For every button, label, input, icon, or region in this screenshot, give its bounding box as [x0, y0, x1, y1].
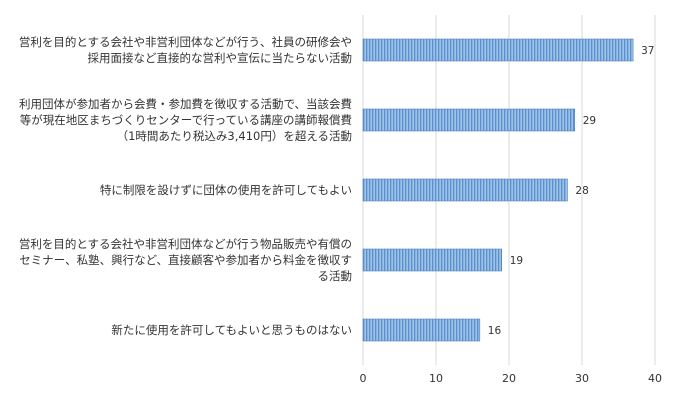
x-tick-label: 30 [575, 372, 589, 385]
category-label-line: 特に制限を設けずに団体の使用を許可してもよい [99, 183, 352, 197]
x-axis-ticks: 0 10 20 30 40 [360, 372, 663, 385]
category-label-line: る活動 [317, 269, 353, 283]
category-label-line: 利用団体が参加者から会費・参加費を徴収する活動で、当該会費 [18, 97, 352, 111]
category-label-line: （1時間あたり税込み3,410円）を超える活動 [116, 129, 352, 143]
data-label: 16 [488, 325, 502, 337]
category-label: 営利を目的とする会社や非営利団体などが行う、社員の研修会や採用面接など直接的な営… [19, 34, 352, 66]
bar [362, 108, 575, 132]
category-label-line: 営利を目的とする会社や非営利団体などが行う、社員の研修会や [18, 35, 352, 49]
data-label: 37 [641, 45, 654, 57]
x-tick-label: 20 [502, 372, 516, 385]
bar [362, 318, 481, 342]
x-tick-label: 10 [429, 372, 443, 385]
data-label: 28 [575, 185, 588, 197]
category-label-line: セミナー、私塾、興行など、直接顧客や参加者から料金を徴収す [19, 253, 352, 267]
bar-layer: 37 29 28 19 16 [362, 38, 654, 342]
category-label-line: 等が現在地区まちづくりセンターで行っている講座の講師報償費 [19, 113, 352, 127]
bar [362, 248, 502, 272]
category-label-line: 営利を目的とする会社や非営利団体などが行う物品販売や有償の [18, 237, 352, 251]
category-label: 営利を目的とする会社や非営利団体などが行う物品販売や有償の セミナー、私塾、興行な… [19, 236, 352, 284]
category-label-line: 採用面接など直接的な営利や宣伝に当たらない活動 [87, 51, 353, 65]
bar [362, 38, 634, 62]
category-label-line: 新たに使用を許可してもよいと思うものはない [111, 323, 352, 337]
x-tick-label: 40 [648, 372, 662, 385]
data-label: 19 [510, 255, 523, 267]
category-label: 利用団体が参加者から会費・参加費を徴収する活動で、当該会費 等が現在地区まちづくり… [19, 96, 352, 144]
x-tick-label: 0 [360, 372, 367, 385]
category-label: 新たに使用を許可してもよいと思うものはない [111, 322, 352, 338]
category-label: 特に制限を設けずに団体の使用を許可してもよい [100, 182, 352, 198]
bar [362, 178, 568, 202]
data-label: 29 [583, 115, 596, 127]
